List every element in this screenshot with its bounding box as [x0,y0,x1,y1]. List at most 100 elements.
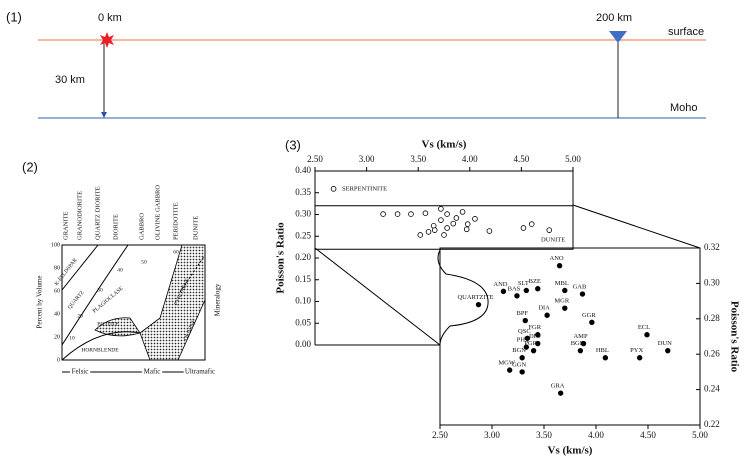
point-label: DIA [538,305,550,312]
point-label: ANO [550,255,564,262]
point [520,225,527,231]
x-tick-label: 2.50 [432,430,448,440]
point [380,211,386,217]
y-tick-label: 0.26 [704,348,720,358]
point [522,317,528,324]
point-label: GAB [573,284,587,291]
point [530,347,537,354]
contour-label: 10 [69,335,75,341]
scale-label: Ultramafic [185,368,215,376]
plot-frame [314,170,574,345]
point [450,220,457,227]
point-label: PYX [630,347,643,354]
point [557,390,564,396]
contour-label: 60 [173,249,179,255]
point-label: PGR [524,340,537,347]
point [665,347,671,354]
moho-label: Moho [670,102,698,114]
point-label: BZE [529,278,541,285]
zoom-line [572,204,701,249]
point [579,291,586,297]
plot-frame [439,247,701,426]
point-label: AND [493,281,507,288]
y-tick-label: 0.30 [295,209,311,219]
point [464,221,471,227]
point-label: HBL [596,347,609,354]
panel-1: (1) 0 km 200 km surface 30 km Moho [6,9,706,119]
point [544,312,550,318]
surface-label: surface [668,26,704,38]
x-tick-label: 4.00 [588,430,604,440]
rock-name: QUARTZ DIORITE [94,186,101,240]
point [514,293,520,299]
mineral-label: HORNBLENDE [81,347,119,353]
point [444,211,450,217]
point [431,227,438,233]
y-tick-label: 0.28 [704,313,720,323]
scale-label: Mafic [144,368,161,376]
y-tick-label: 0.10 [295,296,311,306]
y-tick-label: 0.15 [295,274,311,284]
point-label: PHY [517,337,530,344]
source-star [100,32,114,48]
point [562,305,568,311]
x-axis-title: Vs (km/s) [548,445,593,457]
zoom-line [314,247,441,346]
boundary [61,244,129,346]
contour-label: 30 [97,287,103,293]
point [519,355,525,361]
point-label: DUN [658,340,672,347]
panel-tag: (2) [22,159,38,174]
point-label: BPF [516,310,528,317]
x-tick-label: 4.00 [462,154,478,164]
point-label: QUARTZITE [457,294,493,301]
diagram-frame [61,244,206,361]
rock-name: PERIDOTITE [172,202,179,240]
panel-3: (3) 2.50 3.00 3.50 4.00 4.50 5.00 Vs (km/s) 0.0… [275,137,741,456]
x-tick-label: 3.50 [410,154,426,164]
x-tick-label: 4.50 [514,154,530,164]
rock-name: OLIVINE GABBRO [154,185,161,240]
point-label: SLT [518,280,529,287]
mineral-label: BIOTITE [97,321,119,327]
point [330,186,337,192]
point [486,228,493,234]
x-tick-label: 4.50 [640,430,656,440]
point [602,355,609,361]
point-label: GGR [582,312,596,319]
y-tick-label: 0.40 [295,165,311,175]
point [562,287,568,294]
point-label: GGN [512,361,526,368]
annotation: DUNITE [541,236,565,243]
y-axis-title: Poisson's Ratio [728,301,740,373]
rock-name: GRANODIORITE [76,191,83,240]
point [546,227,553,233]
point [500,288,507,295]
point [438,206,444,212]
station-icon [609,31,627,43]
y-tick-label: 0.00 [295,339,311,349]
point [580,340,587,347]
point [459,209,466,215]
y-tick-label: 0.35 [295,187,311,197]
point [535,286,541,292]
y-tick-label: 0.24 [704,384,720,394]
point [523,344,530,350]
y-tick-label: 80 [54,265,60,271]
rock-name: DIORITE [112,214,119,240]
point [528,221,535,227]
point [535,332,541,338]
point-label: BGR [571,340,585,347]
rock-name: GRANITE [62,211,69,240]
point [577,347,584,354]
contour-label: 40 [117,267,123,273]
panel-2: (2) GRANITE GRANODIORITE QUARTZ DIORITE DIO… [22,159,222,377]
y-tick-label: 100 [51,242,60,248]
y-tick-label: 0.22 [704,419,720,429]
mineral-label: QUARTZ [67,289,86,310]
y-tick-label: 0.30 [704,277,720,287]
x-tick-label: 5.00 [692,430,708,440]
point [644,332,650,338]
x-tick-label: 5.00 [565,154,581,164]
depth-label: 30 km [55,74,85,86]
